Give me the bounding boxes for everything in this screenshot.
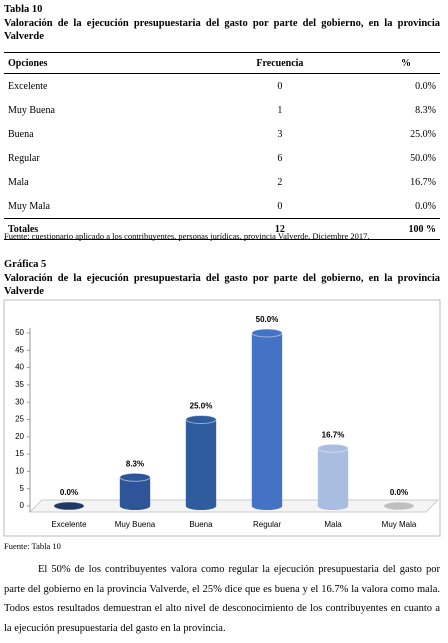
table-cell: Totales (4, 218, 188, 240)
value-label: 0.0% (60, 488, 78, 497)
table-row: Opciones Frecuencia% (4, 52, 440, 74)
figure-source: Fuente: Tabla 10 (4, 541, 61, 551)
table-source: Fuente: cuestionario aplicado a los cont… (4, 231, 370, 241)
bar-cap (185, 415, 217, 424)
table-cell: 6 (277, 152, 283, 164)
table-cell: Excelente (8, 80, 48, 92)
table-row: Muy Mala 0 0.0% (4, 194, 440, 219)
chart-floor (28, 499, 440, 513)
table-cell: 100 % (372, 218, 440, 240)
x-tick-label: Muy Mala (382, 520, 417, 529)
x-tick-label: Muy Buena (115, 520, 156, 529)
x-tick-label: Regular (253, 520, 281, 529)
x-tick-label: Buena (189, 520, 213, 529)
table-row: Regular 6 50.0% (4, 146, 440, 170)
bar-cap (119, 472, 151, 482)
bar (119, 477, 151, 506)
table-cell: 0.0% (415, 200, 436, 212)
bar-base (119, 502, 151, 510)
y-tick-label: 20 (15, 432, 24, 441)
table-row: Buena 3 25.0% (4, 122, 440, 146)
table-cell: 3 (277, 128, 283, 140)
table-cell: 50.0% (410, 152, 436, 164)
bar-base (185, 502, 217, 510)
bar-cap (317, 443, 349, 453)
value-label: 50.0% (256, 315, 279, 324)
y-tick-label: 40 (15, 363, 24, 372)
value-label: 8.3% (126, 459, 144, 468)
paragraph: El 50% de los contribuyentes valora como… (4, 564, 440, 634)
table-row: Totales 12 100 % (4, 218, 440, 240)
table-row: Mala 2 16.7% (4, 170, 440, 194)
table-cell: Opciones (4, 52, 188, 74)
y-tick-label: 5 (20, 484, 25, 493)
table-cell: 1 (277, 104, 283, 116)
value-label: 0.0% (390, 488, 408, 497)
table-cell: 0 (277, 80, 283, 92)
y-tick-label: 30 (15, 397, 24, 406)
table-cell: Muy Buena (8, 104, 55, 116)
table-cell: 12 (187, 218, 372, 240)
table-cell: 25.0% (410, 128, 436, 140)
table-cell: Regular (8, 152, 40, 164)
table-cell: 16.7% (410, 176, 436, 188)
y-tick-label: 50 (15, 328, 24, 337)
bar (251, 333, 283, 506)
table-cell: 2 (277, 176, 283, 188)
table-title: Valoración de la ejecución presupuestari… (4, 18, 440, 42)
figure-label: Gráfica 5 (4, 259, 47, 270)
value-label: 25.0% (190, 402, 213, 411)
bar-base (251, 502, 283, 510)
table-cell: 0.0% (415, 80, 436, 92)
bar-cap (251, 328, 283, 338)
table-row: Excelente 0 0.0% (4, 74, 440, 99)
table-cell: 8.3% (415, 104, 436, 116)
x-tick-label: Mala (324, 520, 342, 529)
value-label: 16.7% (322, 430, 345, 439)
bar (317, 448, 349, 506)
table-cell: Mala (8, 176, 29, 188)
table: Opciones Frecuencia% Excelente 0 0.0% Muy Bue… (4, 52, 440, 240)
y-tick-label: 0 (20, 501, 25, 510)
table-cell: 0 (277, 200, 283, 212)
y-tick-label: 45 (15, 345, 24, 354)
y-tick-label: 35 (15, 380, 24, 389)
table-cell: Buena (8, 128, 34, 140)
chart: 0 5 10 15 20 25 30 35 40 45 50 Excelente 0.0% Muy Bue… (3, 299, 441, 537)
y-tick-label: 15 (15, 449, 24, 458)
bar-base (317, 502, 349, 510)
y-tick-label: 25 (15, 415, 24, 424)
figure-title: Valoración de la ejecución presupuestari… (4, 273, 440, 297)
bar-cap (53, 501, 85, 511)
y-tick-label: 10 (15, 467, 24, 476)
table-cell: Frecuencia (187, 52, 372, 74)
x-tick-label: Excelente (51, 520, 87, 529)
table-row: Muy Buena 1 8.3% (4, 98, 440, 122)
bar-cap (383, 501, 415, 511)
chart-frame (3, 299, 441, 537)
table-cell: Muy Mala (8, 200, 50, 212)
table-cell: % (372, 52, 440, 74)
table-label: Tabla 10 (4, 4, 43, 15)
bar (185, 419, 217, 506)
